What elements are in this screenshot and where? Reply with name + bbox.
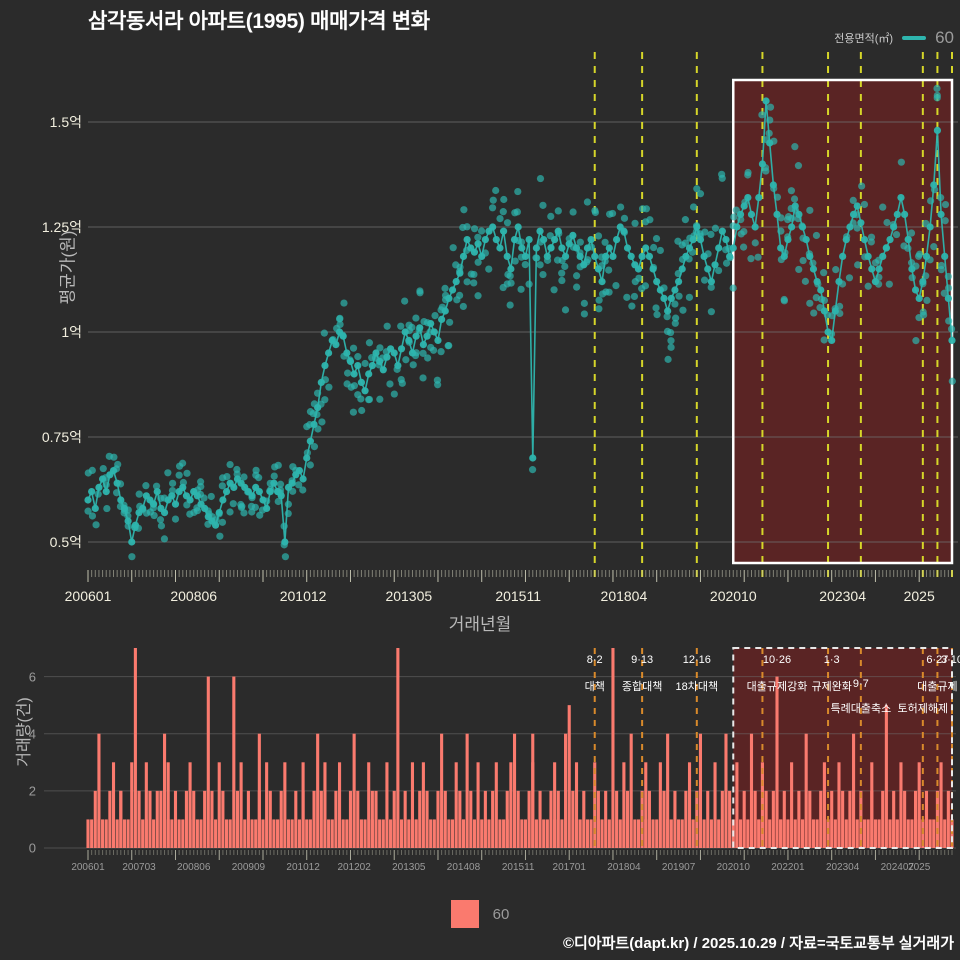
- lower-x-tick-label: 202201: [771, 862, 805, 873]
- lower-x-tick-label: 201701: [552, 862, 586, 873]
- lower-x-tick-label: 201408: [446, 862, 481, 873]
- upper-x-tick-label: 200806: [170, 588, 218, 604]
- lower-x-tick-label: 202304: [825, 862, 860, 873]
- upper-x-tick-label: 201305: [385, 588, 433, 604]
- upper-x-tick-label: 200601: [64, 588, 112, 604]
- lower-x-tick-label: 202010: [716, 862, 750, 873]
- lower-x-tick-label: 201012: [286, 862, 320, 873]
- upper-plot-svg: [84, 52, 958, 582]
- lower-x-tick-label: 200909: [231, 862, 266, 873]
- upper-y-tick-label: 0.5억: [49, 534, 82, 550]
- upper-x-tick-label: 201012: [279, 588, 327, 604]
- upper-y-tick-label: 1억: [61, 324, 82, 340]
- legend-top-line-swatch: [902, 36, 927, 40]
- annotation-label: 18차대책: [675, 681, 719, 693]
- lower-x-tick-label: 201511: [501, 862, 535, 873]
- annotation-label: 대출규제강화: [746, 681, 808, 693]
- lower-y-tick-label: 6: [28, 669, 36, 685]
- lower-x-tick-label: 201305: [392, 862, 426, 873]
- legend-top: 전용면적(㎡) 60: [834, 28, 954, 48]
- annotation-date: 6·27: [926, 654, 949, 666]
- upper-x-tick-label: 201511: [495, 588, 542, 604]
- legend-bottom-swatch: [450, 900, 479, 928]
- annotation-label: 대출규제: [917, 681, 958, 693]
- annotation-date: 1·3: [823, 654, 840, 666]
- legend-bottom-value: 60: [492, 905, 510, 923]
- annotation-date: 9·7: [852, 678, 869, 690]
- annotation-label: 특례대출축소: [830, 703, 892, 715]
- upper-x-axis-title: 거래년월: [448, 615, 512, 634]
- lower-x-tick-label: 202407: [880, 862, 914, 873]
- lower-y-tick-label: 2: [28, 783, 36, 799]
- lower-x-tick-label: 201202: [337, 862, 371, 873]
- legend-top-label: 전용면적(㎡): [834, 33, 894, 45]
- annotation-label: 종합대책: [621, 681, 663, 693]
- price-scatter-chart: 평균가(원) 거래년월 0.5억 0.75억 1억 1.25억 1.5억 200601 2…: [41, 52, 958, 634]
- annotation-date: 3·10: [940, 654, 960, 666]
- annotation-date: 8·2: [586, 654, 603, 666]
- annotation-label: 규제완화: [811, 681, 852, 693]
- lower-x-tick-label: 200601: [71, 862, 105, 873]
- upper-x-tick-label: 202304: [819, 588, 866, 604]
- annotation-date: 12·16: [682, 654, 711, 666]
- upper-x-tick-label: 2025: [903, 588, 935, 604]
- annotation-date: 10·26: [762, 654, 792, 666]
- page-title: 삼각동서라 아파트(1995) 매매가격 변화: [88, 10, 430, 33]
- lower-y-tick-label: 0: [28, 840, 36, 856]
- lower-x-tick-label: 200703: [122, 862, 156, 873]
- annotation-date: 9·13: [631, 654, 654, 666]
- lower-y-tick-label: 4: [28, 726, 36, 742]
- upper-x-tick-label: 201804: [600, 588, 648, 604]
- upper-y-tick-label: 1.5억: [49, 114, 82, 130]
- lower-plot-svg: [44, 647, 956, 860]
- legend-bottom: 60: [0, 900, 960, 928]
- upper-x-tick-label: 202010: [709, 588, 757, 604]
- upper-y-tick-label: 0.75억: [41, 429, 82, 445]
- annotation-label: 토허제해제: [897, 703, 949, 715]
- lower-x-tick-label: 201804: [607, 862, 641, 873]
- lower-x-tick-label: 201907: [661, 862, 696, 873]
- annotation-label: 대책: [584, 681, 605, 693]
- upper-y-tick-label: 1.25억: [41, 219, 82, 235]
- legend-top-value: 60: [935, 28, 954, 47]
- lower-x-tick-label: 2025: [908, 862, 931, 873]
- lower-x-tick-label: 200806: [177, 862, 211, 873]
- footer-credit: ©디아파트(dapt.kr) / 2025.10.29 / 자료=국토교통부 실…: [562, 935, 954, 952]
